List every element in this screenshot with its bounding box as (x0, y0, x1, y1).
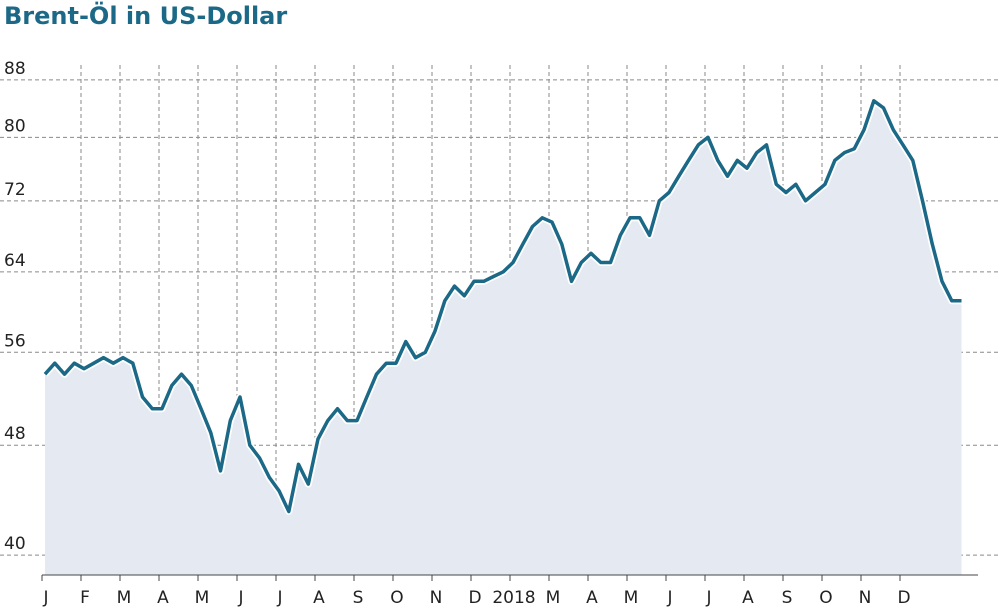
chart-title: Brent-Öl in US-Dollar (4, 0, 287, 30)
x-tick-label: A (313, 588, 325, 608)
x-tick-label: J (276, 588, 282, 608)
x-tick-label: N (430, 588, 443, 608)
x-tick-label: A (586, 588, 598, 608)
x-tick-label: S (782, 588, 793, 608)
y-tick-label: 72 (4, 180, 26, 200)
x-tick-label: F (80, 588, 90, 608)
x-tick-label: J (705, 588, 711, 608)
y-tick-label: 56 (4, 331, 26, 351)
x-tick-label: M (117, 588, 132, 608)
x-tick-label: J (237, 588, 243, 608)
y-tick-label: 80 (4, 116, 26, 136)
line (43, 99, 962, 514)
y-tick-label: 88 (4, 59, 26, 79)
x-tick-label: A (157, 588, 169, 608)
area (45, 100, 962, 576)
x-tick-label: O (390, 588, 403, 608)
x-tick-label: S (353, 588, 364, 608)
x-tick-label: D (468, 588, 481, 608)
x-tick-label: D (897, 588, 910, 608)
x-tick-label: M (546, 588, 561, 608)
x-tick-label: N (859, 588, 872, 608)
x-tick-label: M (624, 588, 639, 608)
x-tick-label: A (742, 588, 754, 608)
x-tick-label: J (42, 588, 48, 608)
x-tick-label: J (666, 588, 672, 608)
x-tick-label: 2018 (492, 588, 535, 608)
x-tick-label: M (195, 588, 210, 608)
x-tick-label: O (819, 588, 832, 608)
y-tick-label: 64 (4, 251, 26, 271)
y-tick-label: 48 (4, 424, 26, 444)
y-tick-label: 40 (4, 534, 26, 554)
